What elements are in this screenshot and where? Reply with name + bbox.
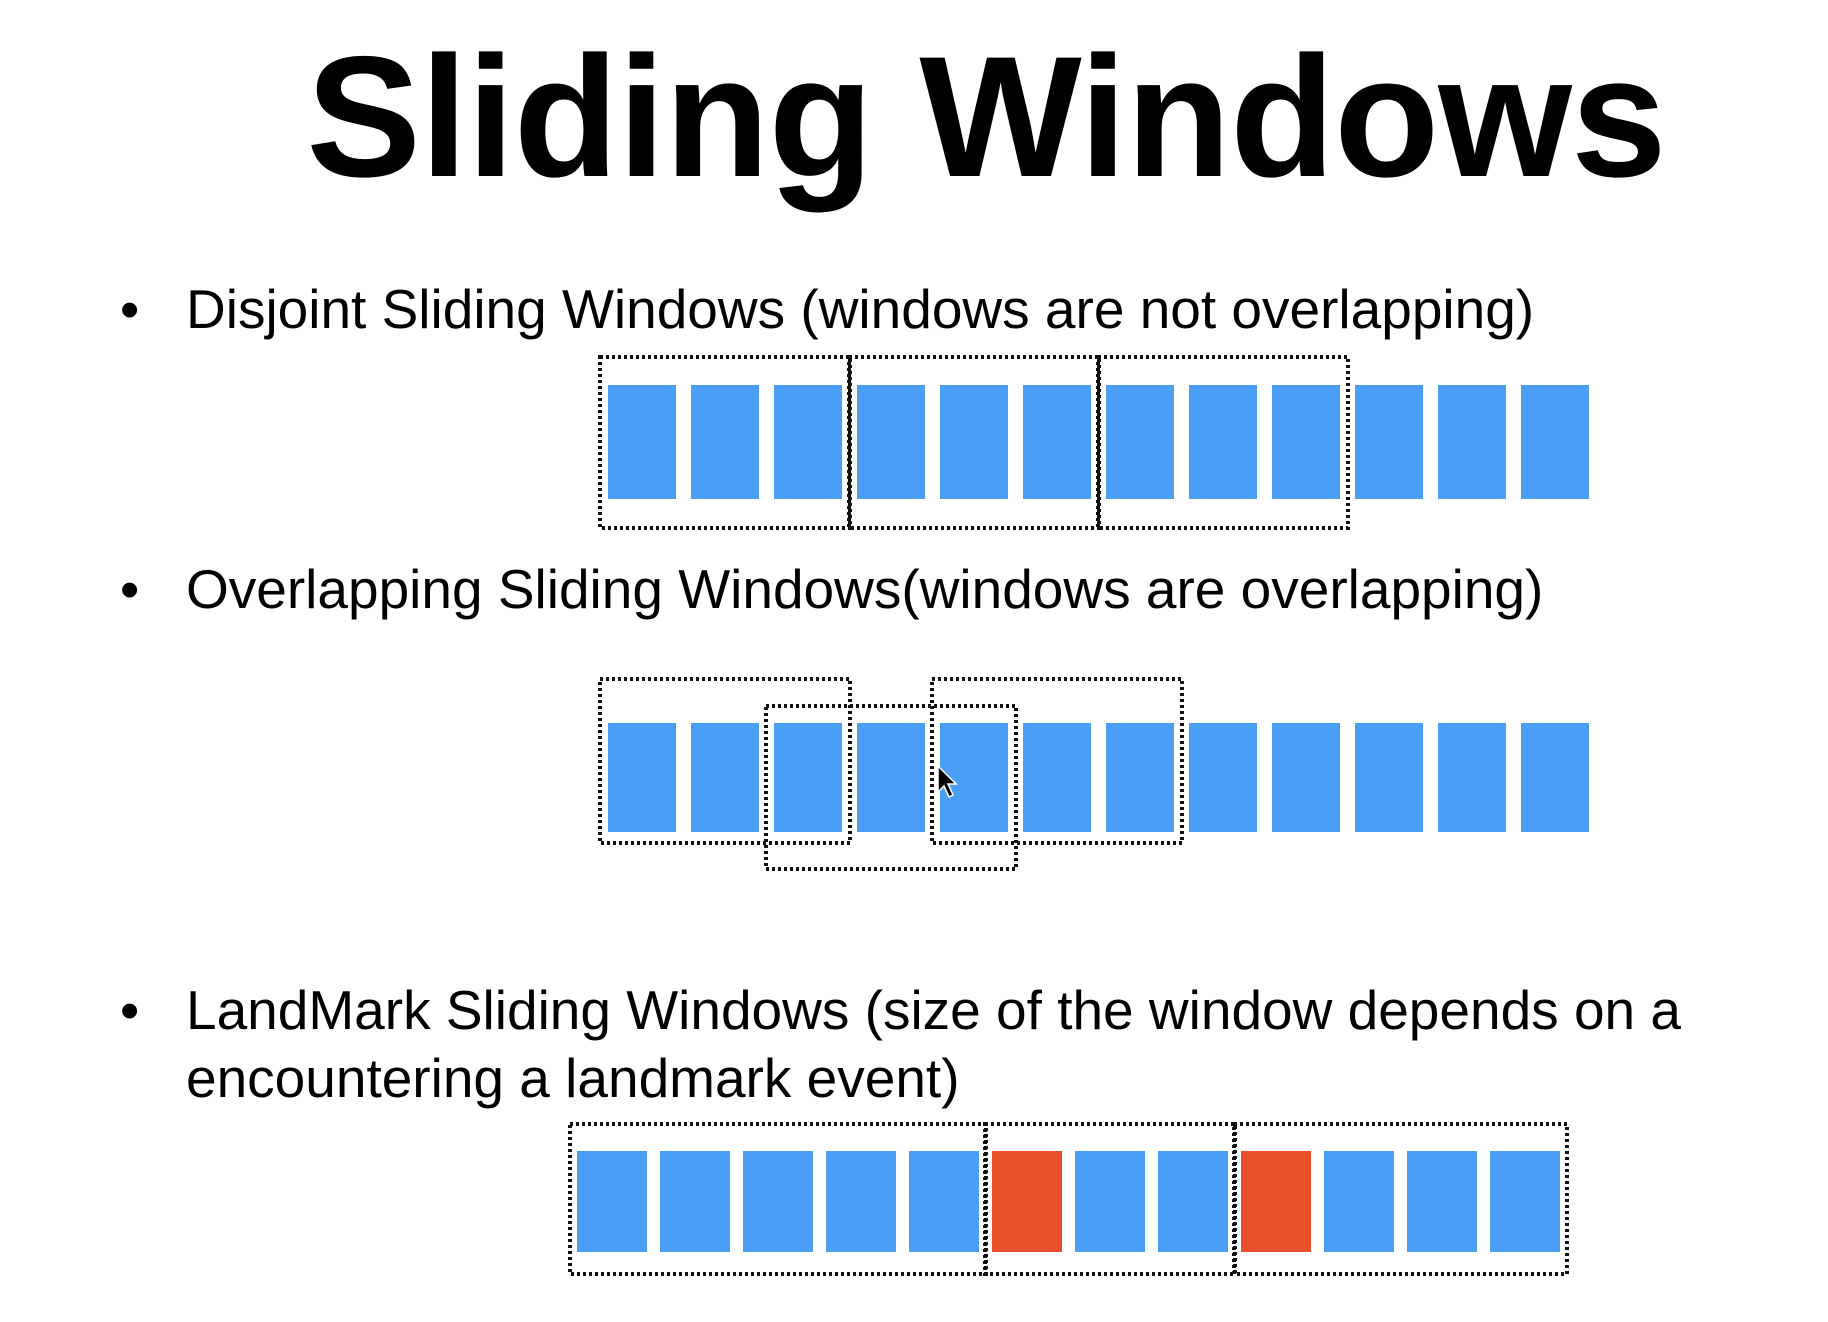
event-block — [608, 723, 676, 832]
sliding-window-frame — [598, 355, 852, 530]
event-block — [1521, 385, 1589, 499]
slide-title: Sliding Windows — [306, 21, 1666, 213]
event-block — [1355, 385, 1423, 499]
landmark-window-diagram — [568, 1122, 1569, 1276]
event-block — [1324, 1151, 1394, 1252]
event-block — [1158, 1151, 1228, 1252]
event-block — [1438, 385, 1506, 499]
event-block — [1490, 1151, 1560, 1252]
mouse-cursor-icon — [937, 764, 958, 799]
event-block — [577, 1151, 647, 1252]
event-block — [940, 385, 1008, 499]
event-block — [660, 1151, 730, 1252]
event-block — [691, 385, 759, 499]
event-block — [774, 723, 842, 832]
bullet-landmark-text: LandMark Sliding Windows (size of the wi… — [186, 979, 1681, 1109]
event-block — [1189, 723, 1257, 832]
landmark-event-block — [992, 1151, 1062, 1252]
event-block — [1272, 723, 1340, 832]
event-block — [743, 1151, 813, 1252]
event-block — [1075, 1151, 1145, 1252]
event-block — [857, 385, 925, 499]
landmark-event-block — [1241, 1151, 1311, 1252]
sliding-window-frame — [598, 677, 852, 845]
bullet-landmark: • LandMark Sliding Windows (size of the … — [120, 976, 1681, 1112]
event-block — [1407, 1151, 1477, 1252]
sliding-window-frame — [568, 1122, 988, 1276]
event-block — [1023, 385, 1091, 499]
bullet-marker: • — [120, 558, 140, 620]
bullet-marker: • — [120, 278, 140, 340]
event-block — [826, 1151, 896, 1252]
bullet-overlapping: • Overlapping Sliding Windows(windows ar… — [120, 555, 1543, 623]
event-block — [1189, 385, 1257, 499]
event-block — [1106, 385, 1174, 499]
event-block — [1521, 723, 1589, 832]
event-block — [940, 723, 1008, 832]
disjoint-window-diagram — [598, 355, 1589, 530]
overlapping-window-diagram — [598, 677, 1589, 871]
bullet-overlapping-text: Overlapping Sliding Windows(windows are … — [186, 558, 1544, 620]
bullet-disjoint-text: Disjoint Sliding Windows (windows are no… — [186, 278, 1535, 340]
sliding-window-frame — [1232, 1122, 1569, 1276]
event-block — [1106, 723, 1174, 832]
event-block — [909, 1151, 979, 1252]
sliding-window-frame — [983, 1122, 1237, 1276]
event-block — [774, 385, 842, 499]
sliding-window-frame — [847, 355, 1101, 530]
sliding-window-frame — [930, 677, 1184, 845]
event-block — [857, 723, 925, 832]
bullet-marker: • — [120, 979, 140, 1041]
sliding-window-frame — [1096, 355, 1350, 530]
event-block — [691, 723, 759, 832]
event-block — [1272, 385, 1340, 499]
event-block — [608, 385, 676, 499]
event-block — [1023, 723, 1091, 832]
sliding-window-frame — [764, 704, 1018, 871]
event-block — [1438, 723, 1506, 832]
bullet-disjoint: • Disjoint Sliding Windows (windows are … — [120, 275, 1534, 343]
event-block — [1355, 723, 1423, 832]
